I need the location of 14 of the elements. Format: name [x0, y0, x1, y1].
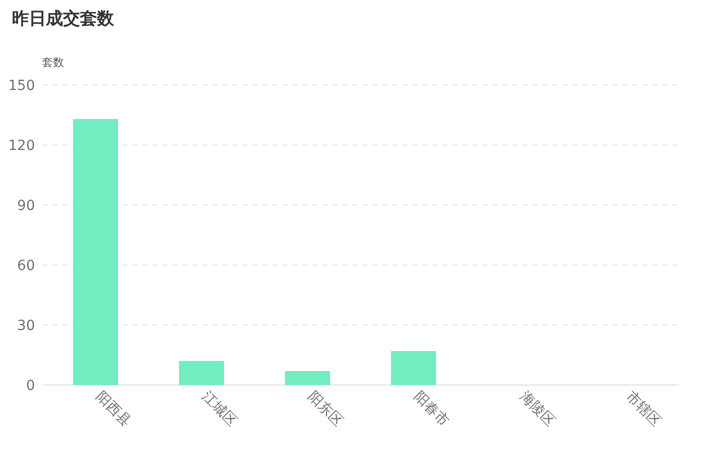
y-tick-label: 90 — [17, 198, 35, 214]
y-tick-label: 60 — [17, 258, 35, 274]
x-tick-label: 阳春市 — [410, 388, 452, 430]
y-tick-label: 150 — [8, 78, 35, 94]
y-axis-title: 套数 — [42, 56, 64, 69]
x-tick-label: 江城区 — [198, 388, 240, 430]
x-tick-label: 海陵区 — [516, 388, 558, 430]
x-tick-label: 市辖区 — [622, 388, 664, 430]
y-tick-label: 0 — [26, 378, 35, 394]
chart-title: 昨日成交套数 — [12, 9, 115, 29]
x-tick-label: 阳西县 — [92, 388, 134, 430]
x-tick-label: 阳东区 — [304, 388, 346, 430]
y-tick-label: 30 — [17, 318, 35, 334]
y-tick-label: 120 — [8, 138, 35, 154]
